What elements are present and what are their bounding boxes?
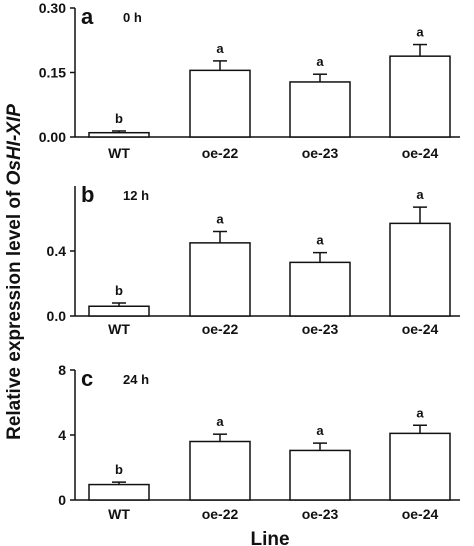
bar-oe-22 [189, 69, 251, 138]
bar-oe-24 [389, 55, 451, 138]
category-label: oe-22 [202, 145, 239, 161]
bar-oe-22 [189, 242, 251, 317]
y-tick-label: 0.0 [47, 308, 67, 324]
panel-letter: c [81, 366, 93, 391]
panel-time-label: 24 h [123, 372, 149, 387]
category-label: oe-24 [402, 321, 439, 337]
bar-oe-23 [289, 261, 351, 317]
panel-c: 0 4 8 c 24 h b WT a oe-22 a oe-23 a oe-24 [58, 362, 460, 522]
category-label: WT [108, 506, 130, 522]
significance-label: a [216, 41, 224, 56]
y-tick-label: 0.00 [39, 129, 66, 145]
y-tick-label: 0.30 [39, 0, 66, 16]
category-label: WT [108, 321, 130, 337]
significance-label: a [316, 233, 324, 248]
panel-b: 0.0 0.4 b 12 h b WT a oe-22 a oe-23 a oe-24 [47, 182, 460, 337]
category-label: oe-24 [402, 145, 439, 161]
category-label: oe-22 [202, 321, 239, 337]
panel-letter: b [81, 182, 94, 207]
category-label: oe-23 [302, 145, 339, 161]
y-axis-title-gene: OsHI-XIP [4, 104, 25, 186]
significance-label: b [115, 462, 123, 477]
panel-time-label: 0 h [123, 10, 142, 25]
panel-letter: a [81, 4, 94, 29]
y-tick-label: 4 [58, 427, 66, 443]
significance-label: b [115, 283, 123, 298]
y-axis-title-prefix: Relative expression level of [4, 185, 25, 440]
bar-oe-23 [289, 81, 351, 138]
y-tick-label: 8 [58, 362, 66, 378]
chart-panels: 0.000.150.30 a 0 hbWTaoe-22aoe-23aoe-240.0… [39, 0, 460, 522]
bar-WT [88, 305, 150, 317]
significance-label: a [416, 187, 424, 202]
panel-a: 0.00 0.15 0.30 a 0 h b WT a oe-22 a oe-23 a oe-24 [39, 0, 460, 161]
category-label: oe-23 [302, 506, 339, 522]
significance-label: a [216, 212, 224, 227]
bar-WT [88, 131, 150, 138]
category-label: oe-24 [402, 506, 439, 522]
bar-oe-23 [289, 449, 351, 501]
category-label: oe-22 [202, 506, 239, 522]
bar-oe-24 [389, 432, 451, 501]
category-label: oe-23 [302, 321, 339, 337]
significance-label: b [115, 111, 123, 126]
y-tick-label: 0.4 [47, 243, 67, 259]
significance-label: a [316, 423, 324, 438]
significance-label: a [416, 25, 424, 40]
significance-label: a [416, 405, 424, 420]
significance-label: a [216, 414, 224, 429]
y-axis-title: Relative expression level of OsHI-XIP [4, 104, 25, 440]
category-label: WT [108, 145, 130, 161]
panel-time-label: 12 h [123, 188, 149, 203]
bar-oe-22 [189, 440, 251, 501]
x-axis-title: Line [250, 529, 289, 546]
bar-oe-24 [389, 222, 451, 317]
bar-WT [88, 483, 150, 501]
significance-label: a [316, 54, 324, 69]
y-tick-label: 0 [58, 492, 66, 508]
y-tick-label: 0.15 [39, 65, 66, 81]
